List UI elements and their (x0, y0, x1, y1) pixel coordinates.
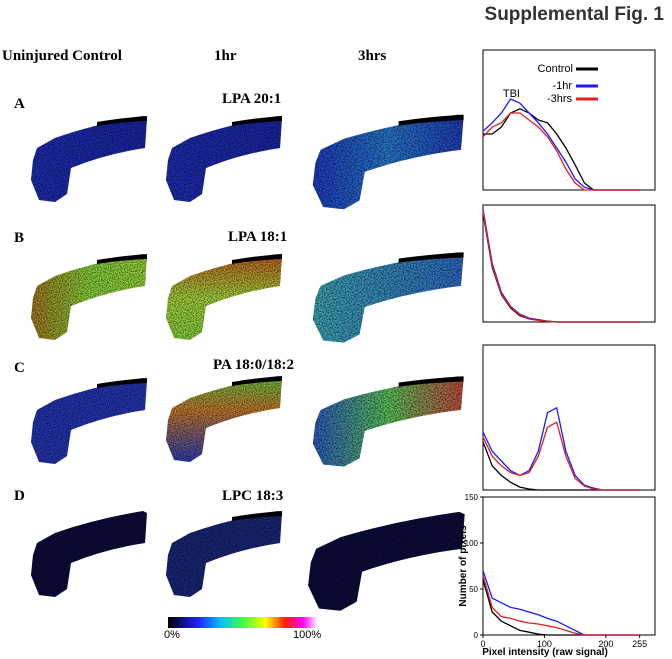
legend-label: -3hrs (547, 93, 573, 105)
x-axis-label: Pixel intensity (raw signal) (482, 647, 608, 658)
lipid-label: PA 18:0/18:2 (213, 357, 294, 373)
histogram-line (483, 108, 640, 191)
legend-label: -1hr (552, 80, 572, 92)
column-header: 1hr (214, 48, 237, 64)
histogram-line (482, 112, 640, 191)
lipid-label: LPA 20:1 (222, 91, 281, 107)
x-tick-label: 0 (480, 639, 485, 649)
column-header: 3hrs (358, 48, 387, 64)
y-tick-label: 100 (465, 539, 479, 548)
colorbar-min: 0% (164, 629, 180, 641)
x-tick-label: 200 (598, 639, 613, 649)
histograms: 0 50 100 150 0 100 200 255 Pixel intensity (raw … (458, 49, 656, 658)
legend-group-label: TBI (503, 88, 520, 100)
y-tick-label: 0 (474, 631, 479, 640)
histogram-line (482, 421, 640, 491)
histogram-line (482, 98, 640, 191)
column-header: Uninjured Control (2, 48, 122, 64)
colorbar (168, 617, 318, 628)
histogram-line (482, 579, 640, 636)
row-letter: B (14, 230, 24, 246)
x-tick-label: 100 (537, 639, 552, 649)
histogram-line (482, 575, 640, 636)
y-axis-label: Number of pixels (458, 525, 469, 607)
row-letter: C (14, 360, 25, 376)
histogram-line (482, 211, 640, 323)
row-letter: D (14, 488, 25, 504)
x-tick-label: 255 (632, 639, 647, 649)
figure-title: Supplemental Fig. 1 (485, 4, 665, 25)
y-tick-label: 50 (469, 585, 478, 594)
lipid-label: LPC 18:3 (222, 488, 283, 504)
plot-frame (482, 49, 656, 191)
histogram-line (482, 212, 640, 323)
lipid-label: LPA 18:1 (228, 229, 287, 245)
legend-label: Control (538, 63, 573, 75)
histogram-line (482, 570, 640, 636)
colorbar-max: 100% (293, 629, 321, 641)
y-tick-label: 150 (465, 493, 479, 502)
histogram-line (482, 406, 640, 491)
plot-frame (482, 496, 656, 636)
row-letter: A (14, 96, 25, 112)
histogram-line (482, 208, 640, 323)
